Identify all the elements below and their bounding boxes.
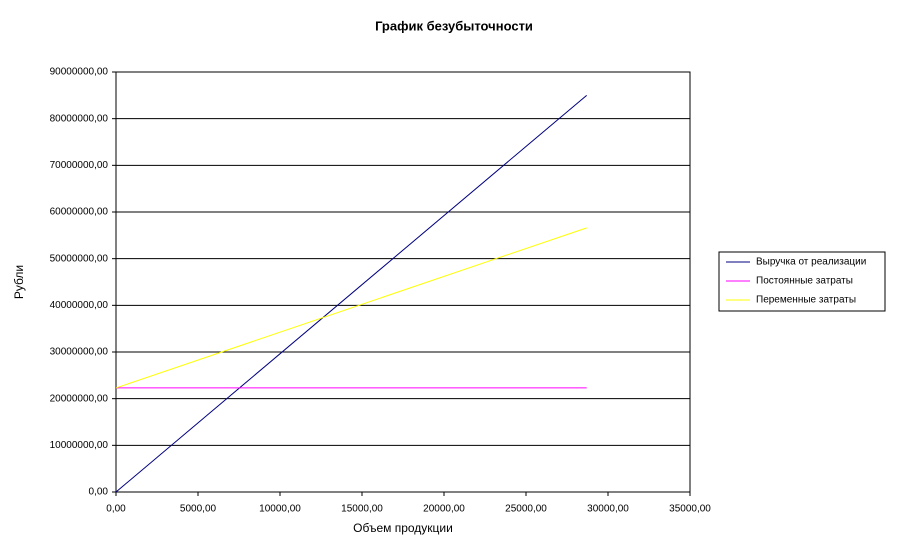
x-tick-label: 10000,00: [259, 504, 301, 515]
x-tick-label: 25000,00: [505, 504, 547, 515]
y-tick-label: 70000000,00: [50, 160, 109, 171]
x-tick-label: 0,00: [106, 504, 126, 515]
legend-label: Выручка от реализации: [756, 257, 866, 268]
plot-area: [115, 71, 691, 493]
y-tick-label: 10000000,00: [50, 440, 109, 451]
y-tick-label: 50000000,00: [50, 253, 109, 264]
chart-title: График безубыточности: [375, 18, 533, 33]
y-tick-label: 30000000,00: [50, 347, 109, 358]
y-tick-label: 60000000,00: [50, 207, 109, 218]
y-tick-label: 80000000,00: [50, 113, 109, 124]
series-line: [115, 227, 587, 389]
legend-label: Переменные затраты: [756, 295, 856, 306]
y-tick-label: 40000000,00: [50, 300, 109, 311]
legend-label: Постоянные затраты: [756, 276, 853, 287]
x-tick-label: 35000,00: [669, 504, 711, 515]
y-tick-label: 20000000,00: [50, 393, 109, 404]
y-tick-label: 90000000,00: [50, 67, 109, 78]
y-axis-label: Рубли: [12, 265, 26, 299]
y-tick-label: 0,00: [89, 487, 109, 498]
x-tick-label: 15000,00: [341, 504, 383, 515]
x-tick-label: 5000,00: [180, 504, 217, 515]
series-line: [115, 94, 588, 493]
x-axis-label: Объем продукции: [353, 521, 453, 535]
x-tick-label: 20000,00: [423, 504, 465, 515]
x-tick-label: 30000,00: [587, 504, 629, 515]
